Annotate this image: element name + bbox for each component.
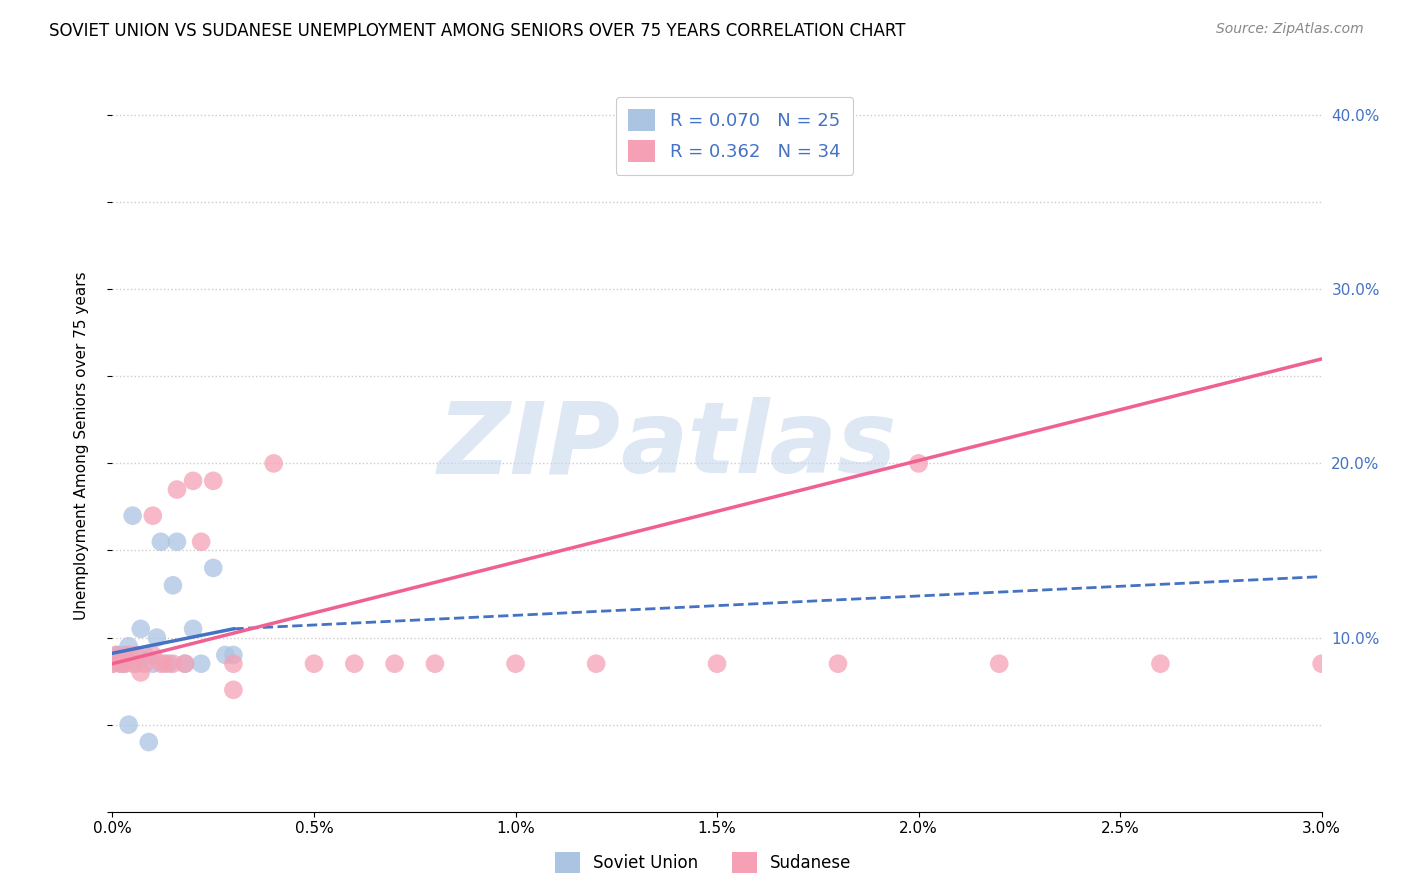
- Point: [263, 457, 285, 471]
- Point: [222, 682, 245, 697]
- Point: [117, 640, 139, 654]
- Point: [423, 657, 446, 671]
- Point: [181, 622, 204, 636]
- Point: [1310, 657, 1333, 671]
- Point: [202, 561, 225, 575]
- Point: [166, 534, 188, 549]
- Point: [162, 578, 184, 592]
- Point: [162, 657, 184, 671]
- Point: [343, 657, 366, 671]
- Point: [142, 648, 165, 662]
- Point: [222, 657, 245, 671]
- Point: [101, 657, 124, 671]
- Point: [121, 657, 143, 671]
- Point: [149, 534, 172, 549]
- Point: [110, 648, 132, 662]
- Point: [121, 508, 143, 523]
- Point: [146, 631, 169, 645]
- Point: [149, 657, 172, 671]
- Point: [585, 657, 607, 671]
- Point: [827, 657, 849, 671]
- Text: SOVIET UNION VS SUDANESE UNEMPLOYMENT AMONG SENIORS OVER 75 YEARS CORRELATION CH: SOVIET UNION VS SUDANESE UNEMPLOYMENT AM…: [49, 22, 905, 40]
- Point: [174, 657, 197, 671]
- Point: [110, 657, 132, 671]
- Point: [142, 657, 165, 671]
- Point: [129, 622, 152, 636]
- Point: [105, 648, 128, 662]
- Point: [110, 657, 132, 671]
- Legend: R = 0.070   N = 25, R = 0.362   N = 34: R = 0.070 N = 25, R = 0.362 N = 34: [616, 96, 853, 175]
- Point: [505, 657, 527, 671]
- Point: [181, 474, 204, 488]
- Point: [134, 648, 156, 662]
- Point: [190, 534, 212, 549]
- Text: Source: ZipAtlas.com: Source: ZipAtlas.com: [1216, 22, 1364, 37]
- Point: [222, 648, 245, 662]
- Point: [114, 657, 136, 671]
- Point: [138, 735, 160, 749]
- Point: [142, 508, 165, 523]
- Y-axis label: Unemployment Among Seniors over 75 years: Unemployment Among Seniors over 75 years: [75, 272, 89, 620]
- Point: [190, 657, 212, 671]
- Point: [117, 717, 139, 731]
- Point: [907, 457, 929, 471]
- Point: [129, 665, 152, 680]
- Point: [125, 648, 148, 662]
- Point: [202, 474, 225, 488]
- Legend: Soviet Union, Sudanese: Soviet Union, Sudanese: [548, 846, 858, 880]
- Point: [166, 483, 188, 497]
- Point: [988, 657, 1011, 671]
- Point: [706, 657, 728, 671]
- Point: [302, 657, 325, 671]
- Point: [174, 657, 197, 671]
- Point: [153, 657, 176, 671]
- Text: ZIP: ZIP: [437, 398, 620, 494]
- Point: [134, 657, 156, 671]
- Point: [114, 657, 136, 671]
- Point: [105, 648, 128, 662]
- Point: [384, 657, 406, 671]
- Point: [114, 648, 136, 662]
- Point: [157, 657, 180, 671]
- Point: [125, 657, 148, 671]
- Text: atlas: atlas: [620, 398, 897, 494]
- Point: [1149, 657, 1171, 671]
- Point: [117, 648, 139, 662]
- Point: [214, 648, 236, 662]
- Point: [101, 657, 124, 671]
